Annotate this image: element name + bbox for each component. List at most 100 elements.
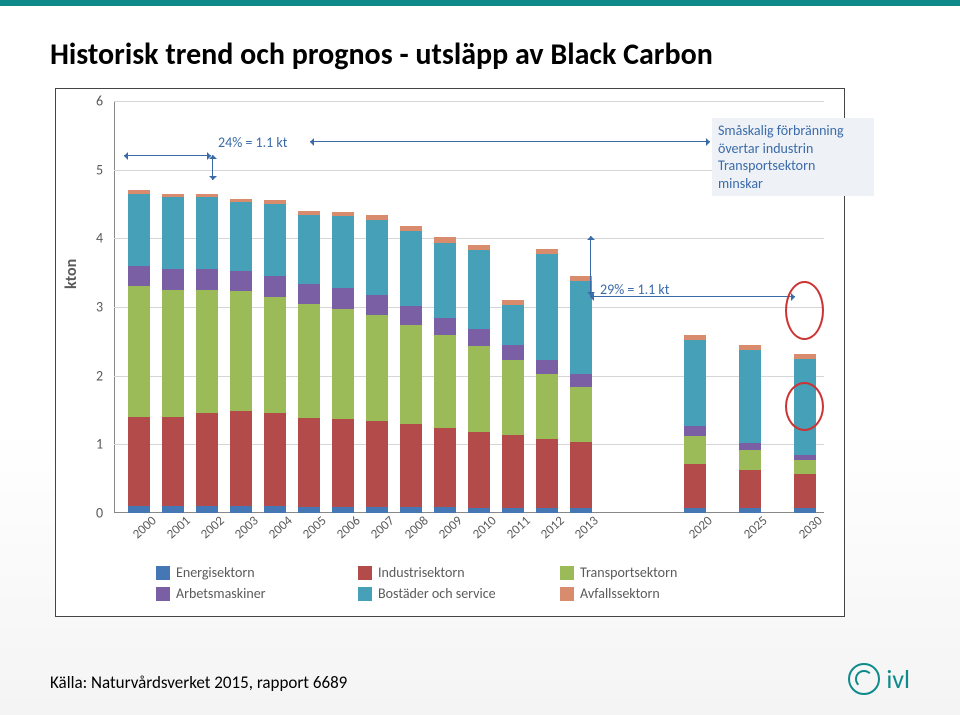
- bar-segment: [332, 507, 354, 513]
- bar-segment: [536, 374, 558, 439]
- bar-segment: [739, 470, 761, 508]
- bar-segment: [128, 266, 150, 287]
- span-height-2: [590, 236, 591, 296]
- x-tick: 2006: [334, 513, 364, 542]
- x-tick: 2002: [198, 513, 228, 542]
- legend-swatch: [156, 587, 170, 601]
- bar: [434, 237, 456, 513]
- legend-swatch: [156, 566, 170, 580]
- y-axis-title: kton: [62, 259, 81, 289]
- bar-segment: [366, 507, 388, 513]
- bar-segment: [684, 464, 706, 509]
- bar-segment: [400, 325, 422, 425]
- legend-label: Industrisektorn: [378, 564, 465, 581]
- y-tick: 5: [96, 161, 103, 178]
- legend: Energisektorn Industrisektorn Transportsek…: [156, 564, 796, 606]
- bar-segment: [502, 508, 524, 513]
- bar-segment: [366, 421, 388, 507]
- legend-item: Bostäder och service: [358, 585, 538, 602]
- legend-swatch: [560, 566, 574, 580]
- annotation-1: 24% = 1.1 kt: [218, 134, 287, 151]
- x-tick: 2025: [741, 513, 771, 542]
- y-tick: 6: [96, 93, 103, 110]
- bar-segment: [570, 387, 592, 442]
- bar-segment: [366, 220, 388, 296]
- bar-segment: [502, 305, 524, 345]
- bar-segment: [230, 411, 252, 506]
- bar-segment: [400, 306, 422, 325]
- bar-segment: [468, 346, 490, 432]
- bar-segment: [739, 450, 761, 471]
- legend-label: Transportsektorn: [580, 564, 677, 581]
- bar-segment: [162, 417, 184, 506]
- bar: [264, 200, 286, 513]
- bar-segment: [230, 271, 252, 292]
- bar-segment: [366, 295, 388, 314]
- bar-segment: [366, 315, 388, 421]
- bar-segment: [128, 286, 150, 416]
- bar: [684, 335, 706, 513]
- x-tick: 2030: [796, 513, 826, 542]
- bar-segment: [230, 291, 252, 411]
- bar-segment: [400, 424, 422, 506]
- legend-swatch: [358, 587, 372, 601]
- bar-segment: [794, 460, 816, 474]
- logo: ivl: [848, 663, 910, 695]
- bar-segment: [128, 506, 150, 513]
- legend-label: Energisektorn: [176, 564, 255, 581]
- legend-swatch: [560, 587, 574, 601]
- legend-item: Avfallssektorn: [560, 585, 740, 602]
- bar: [162, 194, 184, 513]
- legend-item: Energisektorn: [156, 564, 336, 581]
- bar-segment: [684, 426, 706, 436]
- bar-segment: [536, 254, 558, 360]
- bar-segment: [502, 435, 524, 507]
- legend-swatch: [358, 566, 372, 580]
- x-tick: 2013: [572, 513, 602, 542]
- bar-segment: [536, 439, 558, 508]
- bar-segment: [570, 508, 592, 513]
- y-tick: 2: [96, 367, 103, 384]
- bar-segment: [434, 318, 456, 335]
- bar-segment: [468, 250, 490, 329]
- bar-segment: [230, 202, 252, 271]
- bar: [739, 345, 761, 513]
- bar-segment: [794, 508, 816, 513]
- y-tick: 0: [96, 505, 103, 522]
- bar: [536, 249, 558, 513]
- bar-segment: [434, 428, 456, 507]
- bar: [128, 190, 150, 513]
- bar-segment: [536, 508, 558, 513]
- bar-segment: [264, 276, 286, 297]
- span-arrow-1: [124, 155, 211, 156]
- bar-segment: [684, 340, 706, 426]
- x-tick: 2005: [300, 513, 330, 542]
- bar-segment: [434, 335, 456, 428]
- logo-text: ivl: [886, 663, 910, 695]
- x-tick: 2004: [266, 513, 296, 542]
- bar: [570, 276, 592, 513]
- x-tick: 2003: [232, 513, 262, 542]
- bar-segment: [332, 309, 354, 419]
- bar-segment: [536, 360, 558, 374]
- bar: [196, 194, 218, 513]
- bar: [230, 199, 252, 513]
- bar-segment: [196, 506, 218, 513]
- bar-segment: [468, 508, 490, 513]
- x-tick: 2011: [504, 513, 534, 542]
- bar-segment: [264, 297, 286, 414]
- bar: [400, 226, 422, 513]
- bar-segment: [739, 508, 761, 513]
- bar: [468, 245, 490, 513]
- bar-segment: [434, 507, 456, 513]
- legend-item: Transportsektorn: [560, 564, 740, 581]
- bar-segment: [332, 216, 354, 288]
- side-note-line3: Transportsektorn: [718, 157, 868, 175]
- bar-segment: [570, 374, 592, 388]
- bar-segment: [230, 506, 252, 513]
- highlight-ellipse-1: [785, 281, 824, 340]
- bar-segment: [128, 194, 150, 266]
- bar-segment: [264, 413, 286, 506]
- bar-segment: [298, 507, 320, 513]
- bar-segment: [434, 243, 456, 319]
